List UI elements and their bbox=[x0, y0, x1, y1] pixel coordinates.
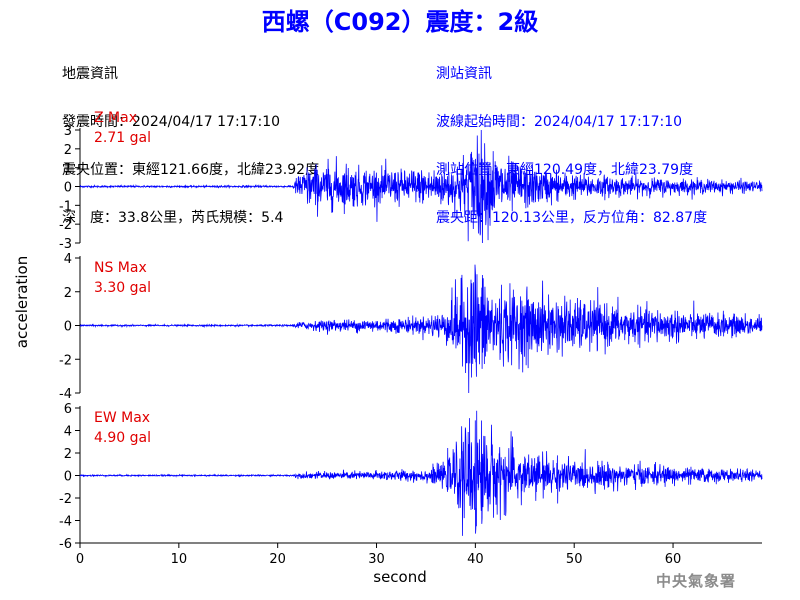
x-tick-label: 60 bbox=[665, 552, 682, 567]
z-y-tick-label: 1 bbox=[64, 162, 72, 177]
ew-y-tick-label: -2 bbox=[59, 492, 72, 507]
ew-channel-label: EW Max 4.90 gal bbox=[94, 408, 151, 448]
origin-time: 發震時間：2024/04/17 17:17:10 bbox=[62, 114, 281, 130]
x-tick-label: 0 bbox=[76, 552, 84, 567]
x-tick-label: 20 bbox=[269, 552, 286, 567]
ns-max-value: 3.30 gal bbox=[94, 280, 151, 296]
ew-max-title: EW Max bbox=[94, 410, 151, 426]
x-tick-label: 10 bbox=[171, 552, 188, 567]
z-y-tick-label: 0 bbox=[64, 181, 72, 196]
ns-y-tick-label: 2 bbox=[64, 286, 72, 301]
ns-y-tick-label: -2 bbox=[59, 353, 72, 368]
x-tick-label: 30 bbox=[368, 552, 385, 567]
z-max-title: Z Max bbox=[94, 110, 137, 126]
station-location: 測站位置：東經120.49度，北緯23.79度 bbox=[436, 162, 694, 178]
ew-y-tick-label: -4 bbox=[59, 515, 72, 530]
ew-y-tick-label: 2 bbox=[64, 447, 72, 462]
z-waveform bbox=[79, 129, 763, 244]
ew-y-tick-label: -6 bbox=[59, 537, 72, 552]
station-intensity-title: 西螺（C092）震度：2級 bbox=[261, 8, 539, 36]
ew-y-tick-label: 0 bbox=[64, 470, 72, 485]
ns-channel-label: NS Max 3.30 gal bbox=[94, 258, 151, 298]
x-axis-label: second bbox=[373, 568, 427, 586]
earthquake-info: 地震資訊 發震時間：2024/04/17 17:17:10 震央位置：東經121… bbox=[62, 34, 319, 258]
depth-magnitude: 深 度：33.8公里，芮氏規模：5.4 bbox=[62, 210, 284, 226]
z-y-tick-label: -3 bbox=[59, 237, 72, 252]
earthquake-info-heading: 地震資訊 bbox=[62, 66, 118, 82]
ew-y-tick-label: 4 bbox=[64, 425, 72, 440]
z-y-tick-label: 2 bbox=[64, 143, 72, 158]
z-y-tick-label: -2 bbox=[59, 218, 72, 233]
z-channel-label: Z Max 2.71 gal bbox=[94, 108, 151, 148]
y-axis-label-text: acceleration bbox=[13, 255, 31, 349]
ew-max-value: 4.90 gal bbox=[94, 430, 151, 446]
z-y-tick-label: -1 bbox=[59, 199, 72, 214]
ns-y-tick-label: 4 bbox=[64, 252, 72, 267]
ns-waveform bbox=[79, 264, 763, 394]
ns-y-tick-label: 0 bbox=[64, 320, 72, 335]
waveform-start-time: 波線起始時間：2024/04/17 17:17:10 bbox=[436, 114, 683, 130]
station-info-heading: 測站資訊 bbox=[436, 66, 492, 82]
z-y-tick-label: 3 bbox=[64, 124, 72, 139]
ew-y-tick-label: 6 bbox=[64, 402, 72, 417]
ns-max-title: NS Max bbox=[94, 260, 147, 276]
z-max-value: 2.71 gal bbox=[94, 130, 151, 146]
x-tick-label: 50 bbox=[566, 552, 583, 567]
epicentral-distance: 震央距：120.13公里，反方位角：82.87度 bbox=[436, 210, 708, 226]
ew-waveform bbox=[79, 410, 763, 536]
epicenter-location: 震央位置：東經121.66度，北緯23.92度 bbox=[62, 162, 320, 178]
agency-name: 中央氣象署 bbox=[656, 572, 737, 590]
station-info: 測站資訊 波線起始時間：2024/04/17 17:17:10 測站位置：東經1… bbox=[436, 34, 707, 258]
x-tick-label: 40 bbox=[467, 552, 484, 567]
ns-y-tick-label: -4 bbox=[59, 387, 72, 402]
